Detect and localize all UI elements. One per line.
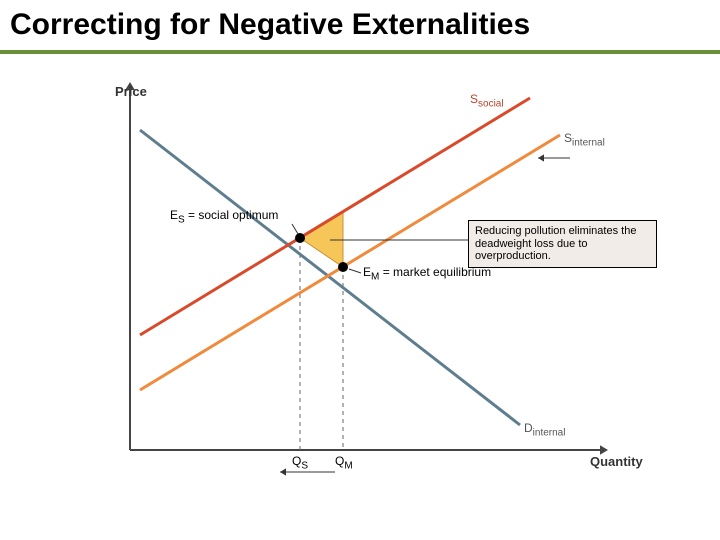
label-qs: QS: [292, 454, 308, 471]
label-s-social: Ssocial: [470, 92, 504, 109]
label-d-internal: Dinternal: [524, 421, 565, 438]
callout-box: Reducing pollution eliminates the deadwe…: [468, 220, 657, 268]
axis-label-quantity: Quantity: [590, 454, 643, 469]
slide: Correcting for Negative Externalities Pr…: [0, 0, 720, 540]
axis-label-price: Price: [115, 84, 147, 99]
title-underline: [0, 50, 720, 54]
label-qm: QM: [335, 454, 353, 471]
externalities-graph: Price Quantity Ssocial Sinternal Dintern…: [80, 80, 650, 500]
label-social-optimum: ES = social optimum: [170, 208, 278, 225]
label-s-internal: Sinternal: [564, 131, 605, 148]
slide-title: Correcting for Negative Externalities: [10, 8, 530, 42]
